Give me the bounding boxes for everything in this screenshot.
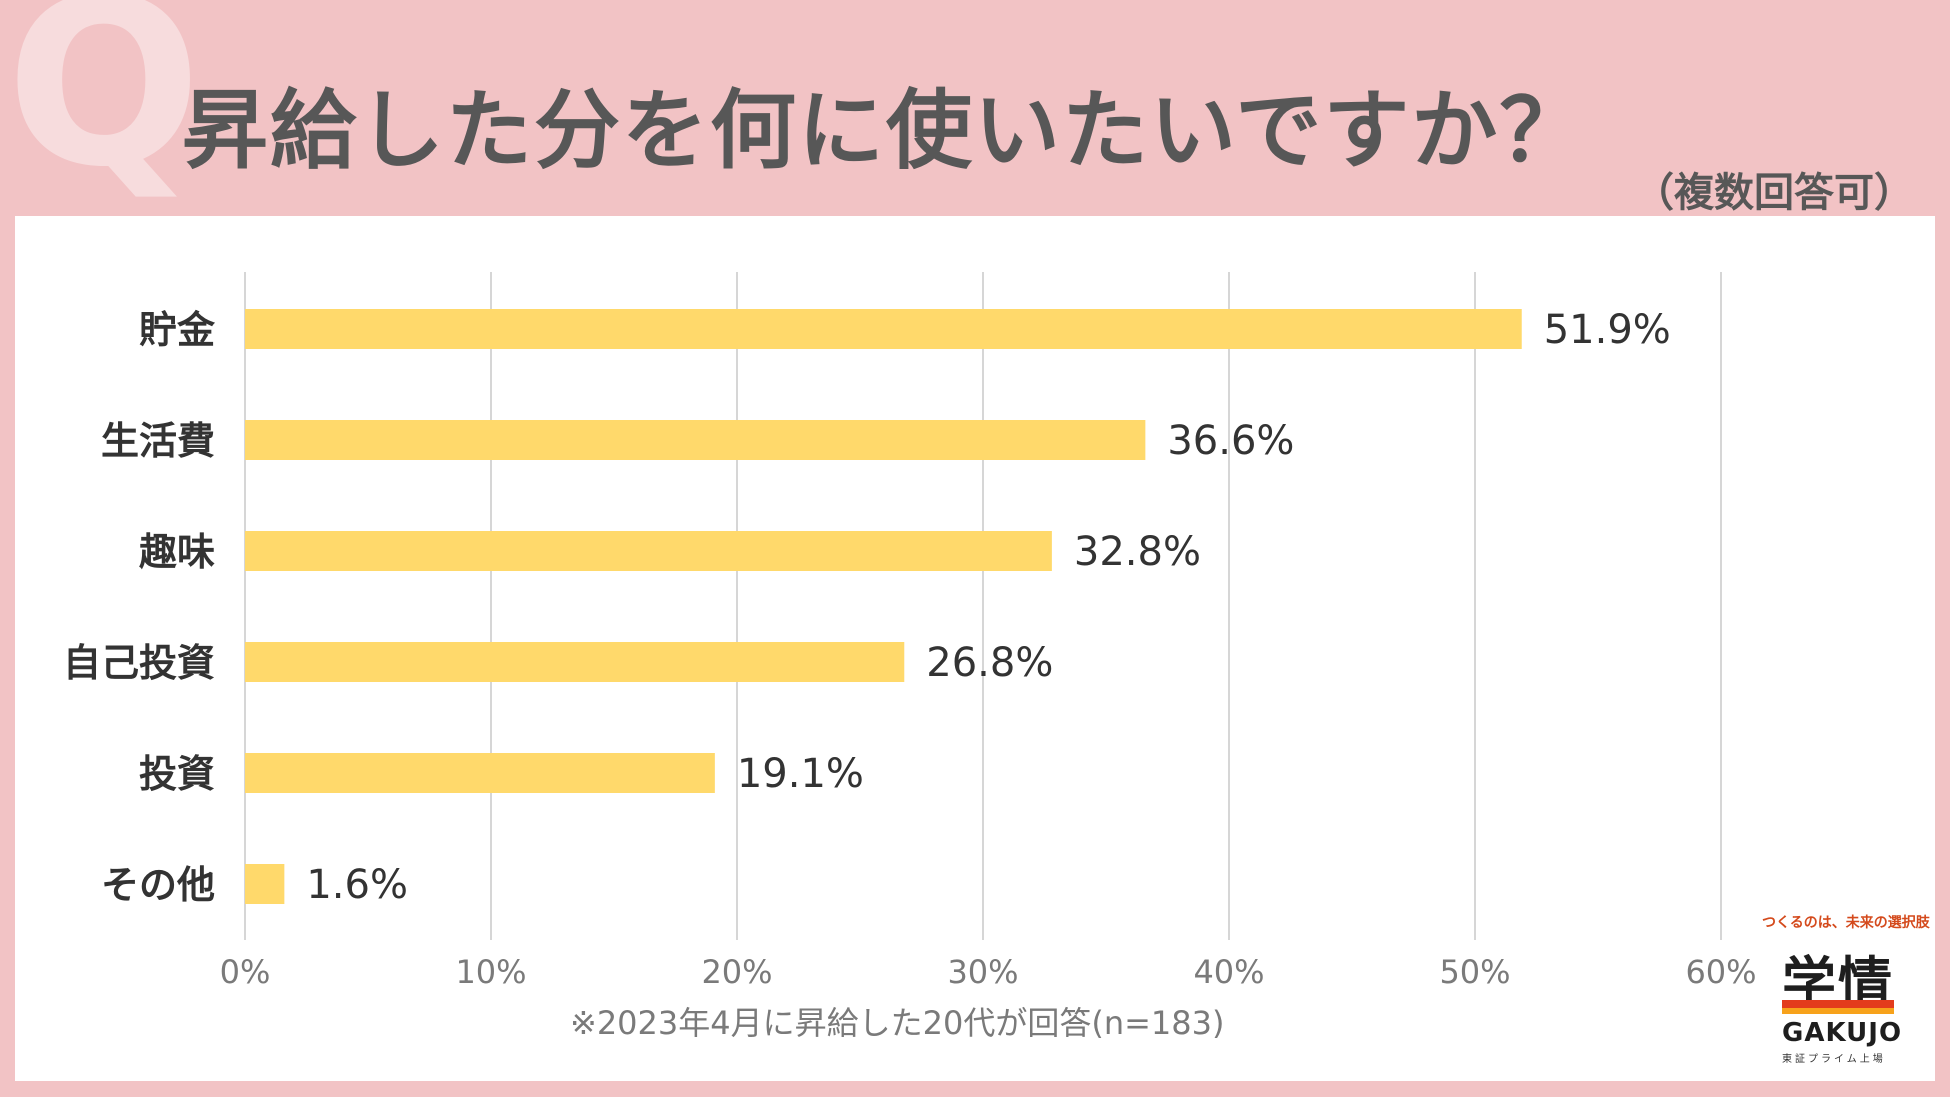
data-label: 1.6%	[306, 862, 408, 908]
x-tick-label: 0%	[220, 953, 271, 991]
category-label: 趣味	[139, 530, 215, 574]
category-label: 投資	[139, 752, 215, 796]
bars	[245, 309, 1522, 904]
logo-red-bar	[1782, 1000, 1894, 1008]
x-tick-label: 40%	[1193, 953, 1264, 991]
page-title: 昇給した分を何に使いたいですか？	[182, 81, 1588, 181]
logo-listing: 東証プライム上場	[1782, 1054, 1886, 1065]
category-label: 自己投資	[63, 641, 215, 685]
bar	[245, 753, 715, 793]
x-tick-label: 60%	[1685, 953, 1756, 991]
page-subtitle: （複数回答可）	[1634, 170, 1914, 216]
footnote: ※2023年4月に昇給した20代が回答(n=183)	[570, 1004, 1225, 1042]
bar	[245, 531, 1052, 571]
data-label: 51.9%	[1544, 307, 1671, 353]
data-label: 36.6%	[1167, 418, 1294, 464]
data-label: 26.8%	[926, 640, 1053, 686]
value-labels: 51.9% 36.6% 32.8% 26.8% 19.1% 1.6%	[306, 307, 1670, 908]
x-tick-labels: 0% 10% 20% 30% 40% 50% 60%	[220, 953, 1757, 991]
data-label: 19.1%	[737, 751, 864, 797]
x-tick-label: 30%	[947, 953, 1018, 991]
bar	[245, 309, 1522, 349]
data-label: 32.8%	[1074, 529, 1201, 575]
x-tick-label: 10%	[455, 953, 526, 991]
bar	[245, 642, 905, 682]
category-label: その他	[101, 863, 215, 907]
x-tick-label: 20%	[701, 953, 772, 991]
category-label: 貯金	[139, 308, 216, 352]
x-tick-label: 50%	[1439, 953, 1510, 991]
grid-lines	[244, 272, 1722, 940]
q-mark: Q	[6, 0, 202, 218]
logo-orange-bar	[1782, 1008, 1894, 1014]
category-label: 生活費	[101, 419, 215, 463]
logo-roman: GAKUJO	[1782, 1018, 1903, 1048]
bar	[245, 420, 1146, 460]
bar	[245, 864, 285, 904]
gakujo-logo: つくるのは、未来の選択肢 学情 GAKUJO 東証プライム上場	[1760, 912, 1930, 1065]
logo-tagline: つくるのは、未来の選択肢	[1762, 915, 1930, 931]
